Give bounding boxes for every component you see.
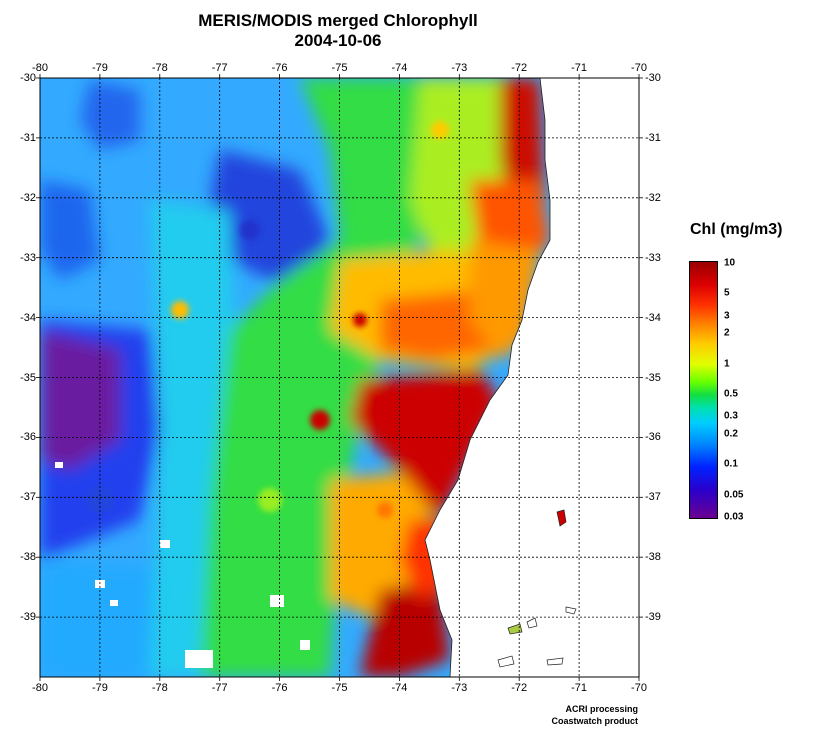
lat-label-right: -30 <box>645 72 661 84</box>
lon-label-bottom: -80 <box>32 682 48 694</box>
lat-label-left: -30 <box>20 72 36 84</box>
lon-label-bottom: -75 <box>331 682 348 694</box>
colorbar-label: 0.03 <box>724 511 744 523</box>
lon-label-bottom: -77 <box>211 682 228 694</box>
lat-label-right: -39 <box>645 611 661 624</box>
credit-processing: ACRI processing <box>565 704 638 714</box>
colorbar-label: 3 <box>724 310 730 322</box>
credit-product: Coastwatch product <box>551 716 638 726</box>
lon-label-top: -78 <box>151 62 168 74</box>
lat-label-right: -35 <box>645 371 661 384</box>
colorbar-label: 0.1 <box>724 458 738 470</box>
lat-label-left: -37 <box>20 491 36 504</box>
lat-label-right: -37 <box>645 491 661 504</box>
lat-label-left: -31 <box>20 131 36 144</box>
lon-label-bottom: -78 <box>151 682 168 694</box>
lon-label-bottom: -74 <box>391 682 408 694</box>
lon-label-top: -79 <box>91 62 108 74</box>
lon-label-bottom: -72 <box>511 682 528 694</box>
colorbar-label: 0.3 <box>724 410 738 422</box>
map-title-date: 2004-10-06 <box>294 31 382 50</box>
lon-label-bottom: -70 <box>631 682 647 694</box>
lon-label-top: -77 <box>211 62 228 74</box>
lon-label-bottom: -73 <box>451 682 468 694</box>
lat-label-left: -34 <box>20 311 36 324</box>
colorbar-label: 10 <box>724 257 736 269</box>
colorbar-label: 0.05 <box>724 489 744 501</box>
lat-label-left: -33 <box>20 251 36 264</box>
colorbar-label: 1 <box>724 358 730 370</box>
lon-label-top: -72 <box>511 62 528 74</box>
lat-label-right: -38 <box>645 551 661 564</box>
lat-label-left: -35 <box>20 371 36 384</box>
lat-label-right: -36 <box>645 431 661 444</box>
colorbar-label: 0.2 <box>724 428 738 440</box>
lat-label-left: -36 <box>20 431 36 444</box>
lat-label-left: -38 <box>20 551 36 564</box>
map-title-main: MERIS/MODIS merged Chlorophyll <box>198 11 478 30</box>
lon-label-top: -73 <box>451 62 468 74</box>
lat-label-right: -31 <box>645 131 661 144</box>
lon-label-top: -80 <box>32 62 48 74</box>
lon-label-top: -70 <box>631 62 647 74</box>
lat-label-right: -34 <box>645 311 661 324</box>
legend-title: Chl (mg/m3) <box>690 221 783 238</box>
lon-label-bottom: -76 <box>271 682 288 694</box>
colorbar-label: 2 <box>724 327 730 339</box>
lon-label-bottom: -79 <box>91 682 108 694</box>
lat-label-right: -32 <box>645 191 661 204</box>
lat-label-left: -32 <box>20 191 36 204</box>
lat-label-left: -39 <box>20 611 36 624</box>
lon-label-top: -76 <box>271 62 288 74</box>
colorbar-label: 0.5 <box>724 388 738 400</box>
lon-label-top: -75 <box>331 62 348 74</box>
colorbar-label: 5 <box>724 287 730 299</box>
lon-label-bottom: -71 <box>571 682 588 694</box>
lon-label-top: -71 <box>571 62 588 74</box>
lon-label-top: -74 <box>391 62 408 74</box>
lat-label-right: -33 <box>645 251 661 264</box>
colorbar <box>689 261 718 519</box>
chlorophyll-field <box>40 78 639 677</box>
tick-marks <box>36 74 643 681</box>
